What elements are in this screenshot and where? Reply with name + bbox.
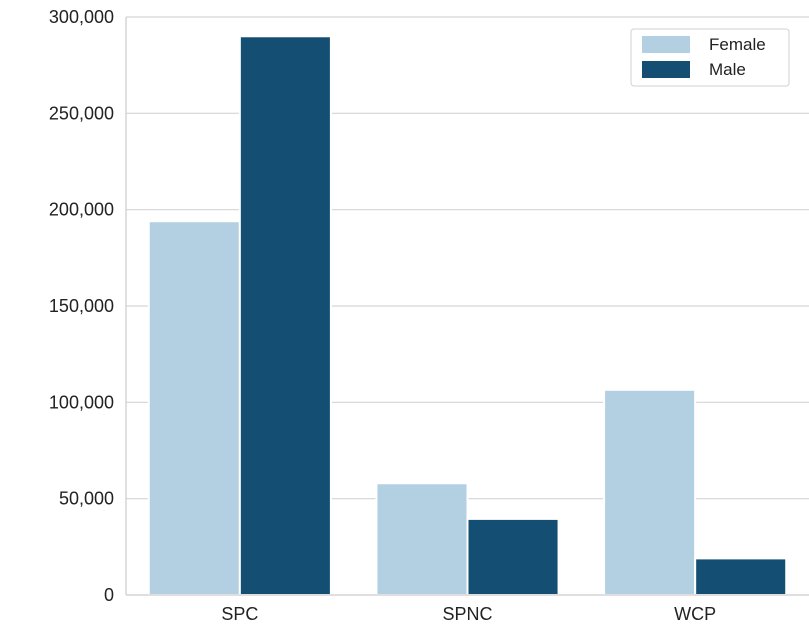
legend-swatch-female [642, 36, 690, 53]
legend-label-female: Female [709, 35, 766, 54]
bar-female-wcp [603, 388, 697, 596]
y-tick-label: 250,000 [49, 103, 114, 123]
legend-label-male: Male [709, 60, 746, 79]
y-tick-label: 50,000 [59, 489, 114, 509]
y-axis-tick-labels: 0 50,000 100,000 150,000 200,000 250,000 300,0… [49, 7, 114, 605]
bar-male-spc [238, 35, 332, 597]
legend-swatch-male [642, 61, 690, 78]
y-tick-label: 100,000 [49, 392, 114, 412]
x-tick-label: SPC [221, 604, 258, 624]
y-tick-label: 0 [104, 585, 114, 605]
x-tick-label: WCP [674, 604, 716, 624]
legend: Female Male [630, 28, 790, 87]
x-tick-label: SPNC [442, 604, 492, 624]
bar-male-wcp [694, 557, 788, 596]
bar-female-spc [147, 220, 241, 597]
bar-male-spnc [466, 517, 560, 596]
y-tick-label: 200,000 [49, 200, 114, 220]
x-axis-tick-labels: SPC SPNC WCP [221, 604, 716, 624]
y-tick-label: 300,000 [49, 7, 114, 27]
y-tick-label: 150,000 [49, 296, 114, 316]
bars [147, 35, 788, 597]
bar-female-spnc [375, 482, 469, 596]
